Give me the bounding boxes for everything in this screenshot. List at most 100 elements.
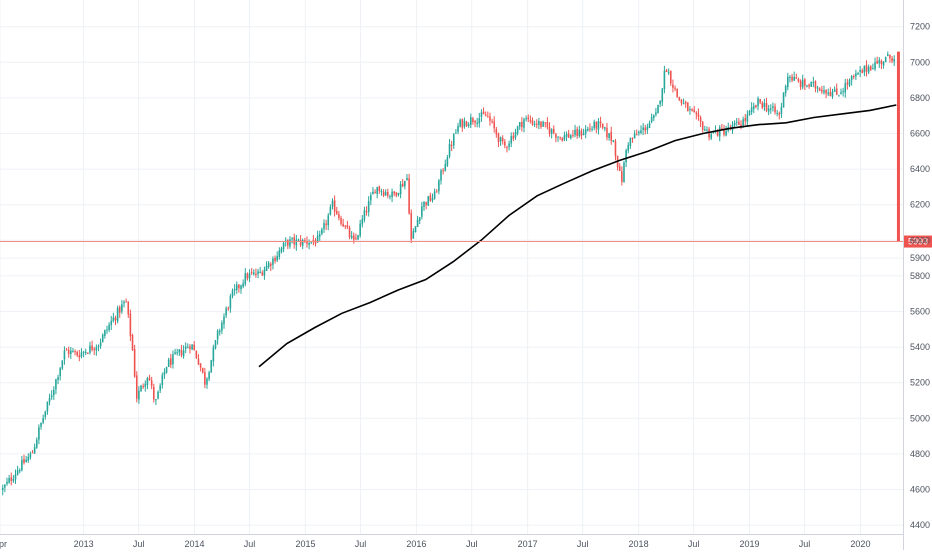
candle-body [601, 123, 604, 128]
candle-body [150, 380, 153, 386]
candle-body [23, 458, 25, 463]
candle-body [546, 122, 549, 128]
candle-body [640, 130, 642, 134]
candle-body [682, 103, 685, 105]
candle-body [631, 137, 634, 139]
candle-body [563, 135, 566, 140]
candle-body [35, 439, 38, 448]
candle-body [589, 128, 591, 130]
candle-body [467, 124, 470, 127]
candle-body [561, 137, 564, 141]
candle-body [767, 108, 770, 112]
y-tick-label: 5200 [910, 378, 930, 388]
candle-body [865, 65, 868, 72]
candle-body [442, 170, 444, 172]
candle-body [510, 136, 513, 144]
candle-body [10, 477, 13, 481]
candle-body [606, 127, 608, 138]
candle-body [648, 123, 651, 128]
candle-body [665, 69, 668, 72]
candle-body [235, 284, 238, 290]
candle-body [438, 180, 440, 192]
candle-body [112, 317, 115, 322]
candle-body [223, 316, 225, 325]
candle-body [99, 342, 102, 347]
candle-body [359, 223, 361, 236]
candle-body [795, 77, 798, 79]
candle-body [401, 183, 404, 187]
x-tick-label: Jul [244, 539, 256, 549]
candle-body [227, 308, 230, 310]
candle-body [663, 70, 666, 90]
candle-body [742, 119, 744, 126]
moving-average-series [258, 104, 897, 368]
candle-body [818, 88, 821, 91]
candle-body [746, 114, 749, 122]
candle-body [91, 345, 93, 350]
candle-body [452, 134, 455, 146]
candle-body [850, 75, 853, 81]
candle-body [221, 322, 223, 331]
y-tick-label: 5000 [910, 413, 930, 423]
candle-body [855, 73, 857, 77]
candle-body [706, 129, 708, 131]
candle-body [348, 227, 351, 238]
candle-body [344, 225, 347, 227]
candle-body [301, 239, 304, 246]
candle-body [255, 273, 257, 276]
candle-body [625, 150, 627, 163]
y-tick-label: 5600 [910, 307, 930, 317]
candle-body [472, 118, 474, 123]
candle-body [716, 129, 719, 136]
candle-body [352, 235, 355, 240]
candle-body [299, 239, 302, 246]
candle-body [869, 66, 872, 70]
candle-body [180, 350, 183, 356]
candle-body [693, 109, 695, 113]
candle-body [435, 191, 438, 193]
candle-body [774, 106, 776, 113]
candle-body [525, 118, 527, 120]
candle-body [463, 120, 466, 127]
candle-body [704, 129, 706, 131]
candle-body [174, 352, 176, 355]
candle-body [893, 59, 895, 62]
candle-body [776, 112, 778, 114]
candle-body [565, 134, 568, 137]
candle-body [80, 352, 83, 357]
candle-body [799, 80, 802, 88]
candle-body [140, 385, 142, 392]
candle-body [429, 195, 432, 201]
candle-body [59, 368, 61, 377]
candle-body [318, 234, 321, 237]
candle-body [623, 162, 625, 183]
y-tick-label: 7200 [910, 22, 930, 32]
candle-body [199, 363, 202, 368]
candle-body [810, 82, 813, 87]
candle-body [804, 79, 806, 86]
candle-body [559, 136, 561, 138]
candle-body [450, 144, 453, 146]
y-tick-label: 6400 [910, 164, 930, 174]
candle-body [135, 375, 138, 399]
candle-body [574, 129, 576, 135]
candle-body [104, 330, 106, 336]
candle-body [721, 128, 723, 130]
candle-body [876, 60, 878, 64]
candle-body [872, 68, 874, 70]
candle-body [567, 133, 570, 138]
candle-body [884, 57, 887, 63]
candle-body [427, 196, 430, 206]
candle-body [750, 107, 753, 112]
candle-body [265, 265, 268, 271]
candle-body [635, 134, 638, 136]
candle-body [212, 347, 215, 362]
candle-body [44, 411, 47, 417]
candle-body [550, 129, 553, 134]
candle-body [412, 230, 415, 239]
candle-body [125, 301, 127, 303]
candle-body [61, 360, 64, 369]
